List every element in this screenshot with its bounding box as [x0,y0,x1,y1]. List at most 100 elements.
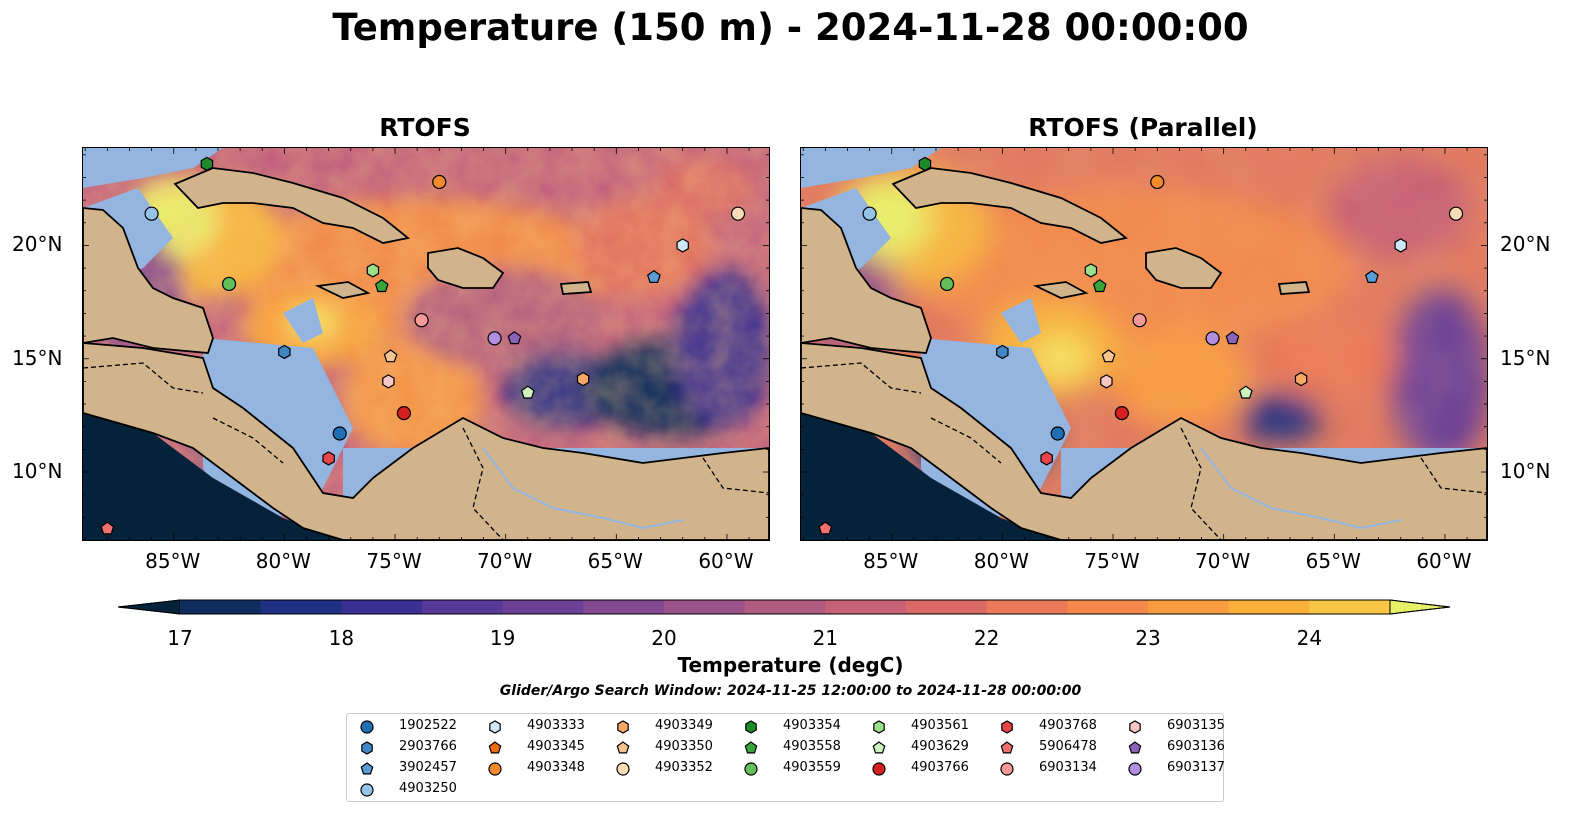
jamaica [314,281,371,299]
y-tick-label-right: 20°N [1500,232,1551,257]
y-tick-label-right: 15°N [1500,345,1551,370]
legend-label: 4903352 [655,760,713,775]
legend-label: 6903137 [1167,760,1225,775]
legend-marker [616,741,630,754]
legend-marker [360,720,374,734]
colorbar-segment [583,600,665,614]
map-rtofs-canvas [83,148,769,540]
float-marker-4903350 [1101,349,1116,363]
x-tick-label: 70°W [1195,549,1251,573]
legend-marker [360,783,374,797]
tick-marks [83,148,769,540]
colorbar-segment [1309,600,1391,614]
float-marker-4903559 [939,276,955,292]
float-marker-2903766 [278,344,291,360]
panel-title-rtofs-parallel: RTOFS (Parallel) [1028,113,1258,142]
figure-title: Temperature (150 m) - 2024-11-28 00:00:0… [332,6,1249,49]
legend-marker-4903561 [873,720,885,734]
colorbar-segment [180,600,262,614]
legend-marker-4903559 [744,762,758,776]
legend-marker-1902522 [360,720,374,734]
float-marker-4903350 [383,349,398,363]
legend-marker-4903768 [1001,720,1013,734]
legend-marker-4903558 [744,741,758,754]
legend-marker [616,762,630,776]
legend-label: 4903349 [655,718,713,733]
legend-marker-3902457 [360,762,374,775]
legend-marker [744,741,758,754]
legend-marker [872,762,886,776]
panel-title-rtofs: RTOFS [379,113,471,142]
x-tick-label: 85°W [145,549,201,573]
colorbar-tick-label: 23 [1135,626,1161,650]
float-marker-4903354 [918,156,932,172]
y-tick-label-left: 20°N [12,232,63,257]
colorbar-label: Temperature (degC) [677,653,904,677]
colorbar-tick-label: 17 [167,626,193,650]
float-marker-6903136 [1225,331,1240,345]
legend-marker-4903350 [616,741,630,754]
yucatan-land [801,207,932,354]
legend-label: 4903333 [527,718,585,733]
legend-marker-6903136 [1128,741,1142,754]
legend-marker [1129,720,1141,734]
central-south-america [801,342,1487,540]
float-marker-4903352 [730,206,746,221]
legend-marker-4903349 [617,720,629,734]
colorbar-tick-label: 19 [489,626,516,650]
colorbar-min-extend [118,599,181,615]
legend-marker [872,741,886,754]
float-marker-4903561 [1084,263,1098,278]
x-tick-label: 75°W [366,549,422,573]
legend-marker-4903348 [488,762,502,776]
legend-marker [488,741,502,754]
colorbar-outline [118,599,1451,615]
map-rtofs-parallel-canvas [801,148,1487,540]
y-tick-label-left: 10°N [12,459,63,484]
colorbar-segment [744,600,826,614]
float-marker-4903250 [862,206,877,221]
rivers [1200,447,1402,530]
x-tick-label: 60°W [1416,549,1472,573]
legend-label: 4903768 [1039,718,1097,733]
puerto-rico [559,281,593,295]
float-marker-4903250 [144,206,159,221]
colorbar [118,599,1451,615]
float-marker-4903354 [200,156,214,172]
legend-label: 4903561 [911,718,969,733]
legend-marker [617,720,629,734]
legend-marker [489,720,501,734]
colorbar-segment [1067,600,1149,614]
legend-marker [488,762,502,776]
legend-marker [1000,741,1014,754]
legend-label: 4903766 [911,760,969,775]
cuba [891,167,1129,244]
float-marker-4903349 [1294,371,1308,387]
legend-label: 4903350 [655,739,713,754]
colorbar-tick-label: 24 [1296,626,1323,650]
float-marker-4903333 [676,238,689,253]
float-marker-4903348 [432,174,447,190]
float-marker-4903558 [374,278,389,293]
float-marker-4903629 [520,385,535,399]
legend-marker-2903766 [361,741,373,755]
float-marker-5906478 [818,521,833,535]
float-marker-6903136 [507,331,522,345]
borders [83,362,769,540]
yucatan-land [83,207,214,354]
float-marker-4903558 [1092,278,1107,293]
legend-marker [744,762,758,776]
float-marker-6903135 [382,374,395,389]
float-marker-1902522 [1050,426,1065,441]
legend-marker-6903137 [1128,762,1142,776]
float-marker-6903134 [414,313,429,328]
landmasses [83,167,769,540]
rivers [482,447,684,530]
y-tick-label-left: 15°N [12,345,63,370]
colorbar-segment [422,600,504,614]
x-tick-label: 65°W [587,549,643,573]
map-rtofs [82,147,770,541]
colorbar-segment [341,600,423,614]
pacific-deep [801,413,1061,540]
search-window-text: Glider/Argo Search Window: 2024-11-25 12… [499,683,1082,699]
